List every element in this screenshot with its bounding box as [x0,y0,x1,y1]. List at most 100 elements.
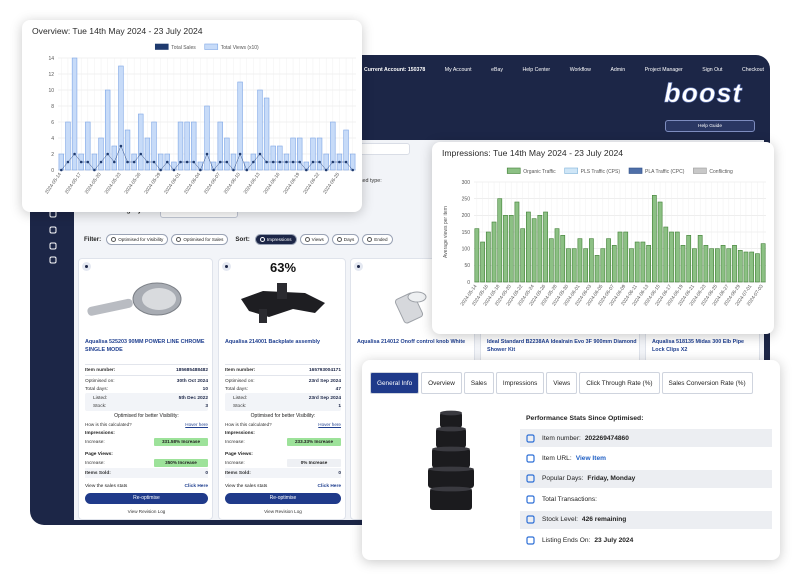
hover-link[interactable]: Hover here [318,422,341,427]
chart-title: Overview: Tue 14th May 2024 - 23 July 20… [32,26,203,36]
bar [350,153,356,171]
eye-pupil [85,265,88,268]
bar [303,161,310,171]
bar [760,243,766,283]
logo: boost [664,78,743,109]
stat-value[interactable]: View Item [575,454,606,462]
nav-item[interactable]: Sign Out [702,67,723,73]
adapter-step [436,428,466,448]
nav-item[interactable]: eBay [491,67,503,73]
bar [138,113,144,171]
filter-option[interactable]: Optimised for Visibility [106,233,169,245]
legend-swatch [154,43,169,50]
legend: Organic Traffic PLS Traffic (CPS) PLA Traf… [506,167,733,175]
bar [204,105,210,171]
bar [583,248,589,283]
eye-icon[interactable] [82,262,91,271]
revision-log-link[interactable]: View Revision Log [127,509,166,514]
product-title[interactable]: Ideal Standard B2238AA Idealrain Evo 3F … [487,339,637,354]
backplate-post [277,283,287,299]
tab-row: General Info Overview Sales Impressions View… [370,372,775,394]
product-title[interactable]: Aqualisa 518135 Midas 300 Elb Pipe Lock … [652,339,744,354]
nav-item[interactable]: My Account [444,67,472,73]
nav-item[interactable]: Checkout [742,67,764,73]
legend-label: Total Sales [171,45,196,51]
y-tick-label: 10 [48,88,54,94]
y-tick-label: 8 [51,104,54,110]
impressions-label: Impressions: [225,431,255,436]
click-here-link[interactable]: Click Here [184,484,208,489]
bar [755,253,760,283]
sort-option[interactable]: Views [299,233,329,245]
detail-label: Item number: [85,368,116,373]
bar [65,121,71,171]
bar [58,153,64,171]
bar [71,57,78,171]
chart-card: Impressions: Tue 14th May 2024 - 23 July… [432,142,774,334]
click-here-link[interactable]: Click Here [317,484,341,489]
detail-value: 5th Dec 2022 [178,396,208,401]
sort-option[interactable]: Days [331,233,360,245]
tab[interactable]: Sales Conversion Rate (%) [661,372,753,394]
chart: Impressions: Tue 14th May 2024 - 23 July… [442,148,766,307]
tab[interactable]: Impressions [495,372,545,394]
bar [634,241,640,283]
nav-item[interactable]: Admin [610,67,626,73]
bar [485,231,491,283]
hover-link[interactable]: Hover here [185,422,208,427]
tab[interactable]: Click Through Rate (%) [579,372,660,394]
nav-item[interactable]: Help Center [522,67,551,73]
eye-icon[interactable] [354,262,363,271]
sales-line [60,144,354,172]
bar [623,231,629,283]
tab[interactable]: General Info [370,372,420,394]
product-title[interactable]: Aqualisa 214012 Onoff control knob White [357,339,466,345]
bar [674,231,680,283]
page-views-label: Page Views: [85,452,113,457]
product-image [241,283,325,323]
x-tick-label: 2024-06-19 [282,171,301,195]
bar [617,231,623,283]
reoptimise-button[interactable]: Re-optimise [225,493,341,504]
chart-title: Impressions: Tue 14th May 2024 - 23 July… [442,148,623,158]
sales-stats-label: View the sales stats [225,484,268,489]
icon-shape [526,454,535,463]
detail-value: 47 [335,387,341,392]
bar [703,245,709,283]
help-guide-button[interactable]: Help Guide [665,120,755,132]
bar [237,81,243,171]
tab[interactable]: Views [546,372,578,394]
adapter-step [430,488,472,510]
sort-option[interactable]: Impressions [254,233,297,245]
y-tick-label: 300 [462,180,471,186]
sort-label: Sort: [235,235,250,243]
sort-option[interactable]: Ended [362,233,393,245]
bar [566,248,571,283]
bar [680,245,686,283]
legend-label: Organic Traffic [523,169,556,175]
filter-option[interactable]: Optimised for Sales [171,233,229,245]
bar [537,215,543,283]
shower-handle [87,298,133,316]
nav-item[interactable]: Workflow [569,67,591,73]
bar [571,248,577,283]
bar [697,235,703,283]
nav-item[interactable]: Project Manager [644,67,683,73]
how-label: How is this calculated? [85,422,132,427]
icon-shape [526,474,535,483]
bar [144,137,151,171]
revision-log-link[interactable]: View Revision Log [264,509,302,514]
legend-swatch [506,167,521,174]
reoptimise-button[interactable]: Re-optimise [85,493,208,504]
product-image [428,410,474,510]
eye-icon[interactable] [222,262,231,271]
bar [657,201,663,283]
detail-label: Increase: [85,440,105,445]
x-tick-label: 2024-06-10 [223,171,242,195]
product-title[interactable]: Aqualisa 525203 90MM POWER LINE CHROME S… [85,339,205,354]
y-tick-label: 6 [51,120,54,126]
tab[interactable]: Sales [463,372,494,394]
tab[interactable]: Overview [421,372,462,394]
product-title[interactable]: Aqualisa 214001 Backplate assembly [225,339,320,345]
bar [737,250,743,283]
